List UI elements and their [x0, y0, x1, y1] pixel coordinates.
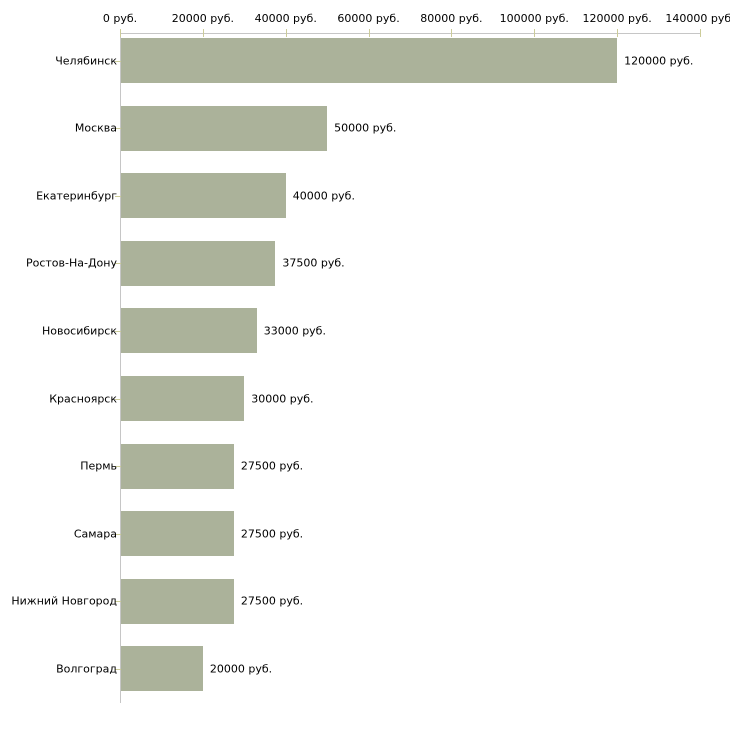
category-label: Новосибирск	[41, 324, 117, 338]
value-label: 120000 руб.	[624, 54, 694, 67]
bar	[121, 578, 234, 624]
category-tick	[115, 331, 121, 332]
x-axis-tick	[451, 29, 452, 37]
value-label: 20000 руб.	[209, 662, 273, 676]
bar	[121, 38, 618, 83]
bar	[121, 105, 328, 151]
x-axis-tick-label: 140000 руб.	[665, 12, 730, 25]
category-label: Нижний Новгород	[11, 594, 117, 608]
bar	[121, 443, 234, 489]
x-axis-tick-label: 60000 руб.	[337, 12, 400, 25]
x-axis-tick	[120, 29, 121, 37]
value-label: 27500 руб.	[240, 459, 304, 473]
category-label: Екатеринбург	[36, 189, 117, 203]
x-axis-tick-label: 20000 руб.	[171, 12, 234, 25]
x-axis-tick-label: 100000 руб.	[499, 12, 569, 25]
x-axis-tick	[286, 29, 287, 37]
value-label: 37500 руб.	[282, 256, 345, 270]
category-tick	[115, 534, 121, 535]
category-tick	[115, 601, 121, 602]
category-tick	[115, 196, 121, 197]
x-axis-tick-label: 80000 руб.	[420, 12, 483, 25]
value-label: 30000 руб.	[251, 392, 314, 405]
y-axis-line	[120, 33, 121, 703]
category-tick	[115, 61, 121, 62]
bar	[121, 240, 276, 286]
value-label: 50000 руб.	[334, 121, 397, 135]
category-label: Волгоград	[56, 662, 117, 676]
x-axis-tick	[534, 29, 535, 37]
bar	[121, 646, 203, 692]
category-tick	[115, 128, 121, 129]
category-tick	[115, 669, 121, 670]
category-label: Ростов-На-Дону	[25, 256, 117, 270]
category-label: Москва	[74, 121, 117, 135]
x-axis-line	[120, 33, 701, 34]
category-tick	[115, 263, 121, 264]
x-axis-tick	[617, 29, 618, 37]
category-label: Красноярск	[49, 392, 117, 405]
x-axis-tick	[203, 29, 204, 37]
category-label: Пермь	[80, 459, 117, 473]
value-label: 33000 руб.	[263, 324, 326, 338]
value-label: 27500 руб.	[240, 527, 304, 541]
x-axis-tick-label: 40000 руб.	[254, 12, 317, 25]
bar	[121, 173, 286, 219]
category-label: Самара	[73, 527, 117, 541]
category-tick	[115, 399, 121, 400]
bar	[121, 308, 257, 354]
value-label: 40000 руб.	[292, 189, 355, 203]
bar	[121, 511, 234, 557]
category-tick	[115, 466, 121, 467]
x-axis-tick	[369, 29, 370, 37]
value-label: 27500 руб.	[240, 594, 304, 608]
x-axis-tick-label: 0 руб.	[102, 12, 138, 25]
x-axis-tick-label: 120000 руб.	[582, 12, 652, 25]
x-axis-tick	[700, 29, 701, 37]
bar	[121, 376, 245, 421]
category-label: Челябинск	[55, 54, 117, 67]
